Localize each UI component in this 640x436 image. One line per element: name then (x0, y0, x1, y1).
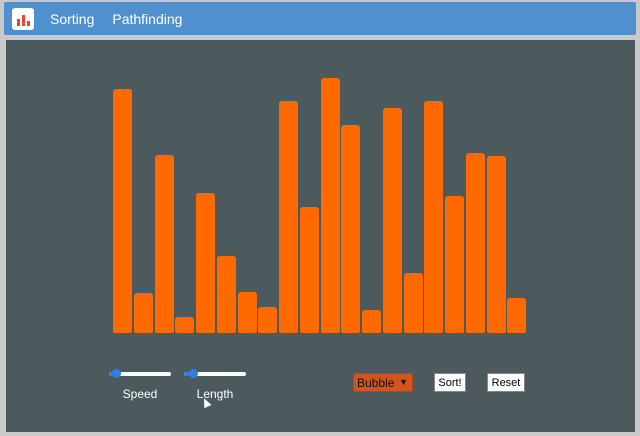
array-bar (175, 317, 195, 333)
array-bar (154, 155, 174, 333)
algorithm-select[interactable]: Bubble ▼ (353, 373, 413, 392)
array-bar (382, 108, 402, 333)
bar-chart-logo-icon[interactable] (12, 7, 34, 30)
array-bar (486, 156, 506, 333)
length-slider-thumb[interactable] (189, 369, 199, 378)
array-bar (196, 193, 215, 333)
array-bar (465, 153, 485, 333)
sort-button[interactable]: Sort! (434, 373, 466, 392)
array-bar (216, 256, 236, 333)
array-bar (113, 89, 132, 333)
navbar: Sorting Pathfinding (4, 2, 636, 35)
array-bar (237, 292, 257, 333)
array-bar (507, 298, 527, 333)
array-bar (362, 310, 381, 333)
speed-slider-thumb[interactable] (111, 369, 121, 378)
array-bar (403, 273, 423, 333)
array-bars (6, 40, 635, 432)
array-bar (424, 101, 444, 333)
reset-button[interactable]: Reset (487, 373, 525, 392)
array-bar (299, 207, 319, 333)
array-bar (445, 196, 464, 333)
array-bar (258, 307, 278, 333)
nav-link-pathfinding[interactable]: Pathfinding (112, 10, 183, 27)
algorithm-selected: Bubble (357, 375, 395, 390)
chevron-down-icon: ▼ (399, 377, 408, 387)
length-label: Length (196, 387, 234, 401)
array-bar (341, 125, 361, 333)
length-slider[interactable] (184, 367, 246, 381)
array-bar (133, 293, 153, 333)
speed-slider[interactable] (109, 367, 171, 381)
nav-link-sorting[interactable]: Sorting (50, 10, 95, 27)
array-bar (279, 101, 298, 333)
speed-label: Speed (122, 387, 158, 401)
array-bar (320, 78, 340, 333)
visualizer-stage: Speed Length Bubble ▼ Sort! Reset (6, 40, 635, 432)
